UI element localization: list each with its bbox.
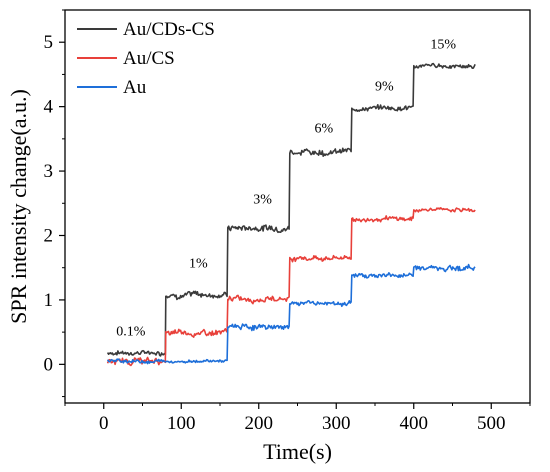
concentration-annotation: 6% bbox=[315, 121, 334, 136]
y-tick-label: 2 bbox=[44, 225, 54, 246]
y-tick-label: 5 bbox=[44, 32, 54, 53]
concentration-annotation: 9% bbox=[375, 80, 394, 95]
series-line-au-cds-cs bbox=[106, 62, 476, 357]
axes: 0 100 200 300 400 500 0 1 2 3 4 5 bbox=[44, 9, 531, 434]
x-tick-label: 500 bbox=[477, 413, 506, 434]
series-line-au-cs bbox=[106, 207, 476, 367]
legend-label: Au/CS bbox=[123, 48, 175, 69]
y-tick-label: 3 bbox=[44, 161, 54, 182]
x-tick-label: 300 bbox=[322, 413, 351, 434]
legend-label: Au/CDs-CS bbox=[123, 19, 215, 40]
concentration-annotation: 0.1% bbox=[116, 324, 146, 339]
x-tick-label: 100 bbox=[167, 413, 196, 434]
concentration-annotation: 15% bbox=[430, 38, 456, 53]
x-tick-label: 200 bbox=[245, 413, 274, 434]
series-line-au bbox=[106, 263, 476, 365]
x-axis-title: Time(s) bbox=[263, 439, 332, 464]
y-tick-label: 4 bbox=[44, 97, 54, 118]
concentration-annotation: 1% bbox=[189, 257, 208, 272]
concentration-annotation: 3% bbox=[253, 192, 272, 207]
y-tick-label: 1 bbox=[44, 290, 54, 311]
y-tick-label: 0 bbox=[44, 354, 54, 375]
annotations: 0.1% 1% 3% 6% 9% 15% bbox=[116, 38, 456, 340]
series-group bbox=[106, 62, 476, 367]
x-tick-label: 400 bbox=[400, 413, 429, 434]
x-tick-label: 0 bbox=[99, 413, 109, 434]
legend-label: Au bbox=[123, 77, 147, 98]
legend: Au/CDs-CS Au/CS Au bbox=[77, 19, 215, 98]
y-axis-title: SPR intensity change(a.u.) bbox=[6, 89, 31, 324]
